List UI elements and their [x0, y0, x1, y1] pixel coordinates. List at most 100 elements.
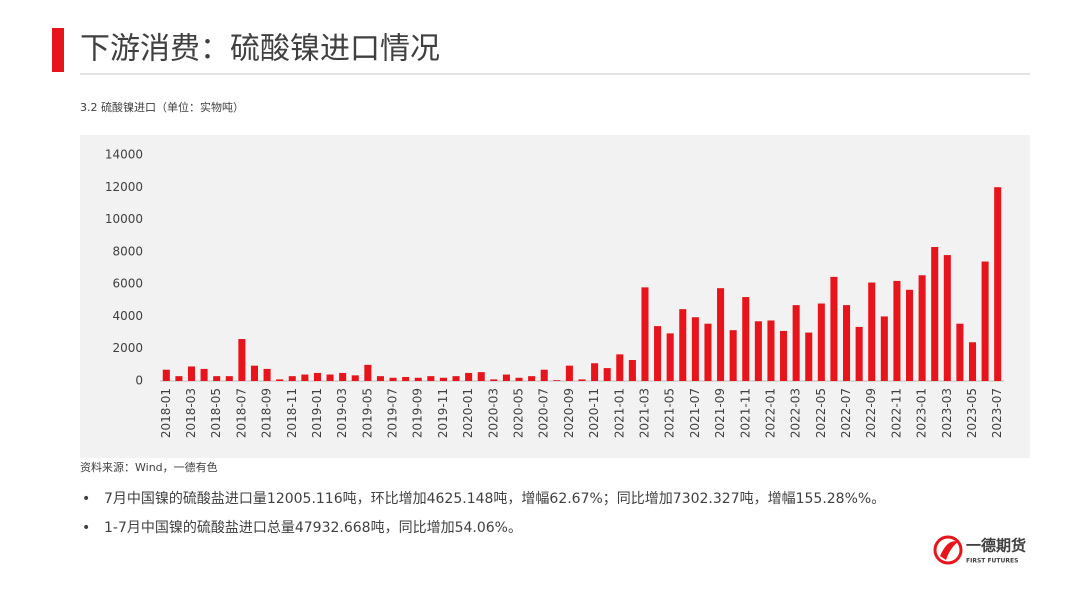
bar	[376, 376, 384, 381]
bar	[792, 305, 800, 381]
bar	[679, 309, 687, 381]
bar	[402, 376, 410, 381]
bar	[187, 366, 196, 381]
source-note: 资料来源：Wind，一德有色	[80, 460, 218, 474]
bar	[603, 368, 611, 381]
bar	[339, 372, 347, 381]
x-tick-label: 2020-01	[461, 388, 475, 438]
logo-icon	[933, 535, 963, 565]
bar	[918, 275, 926, 381]
bar	[515, 377, 523, 381]
bar	[313, 372, 321, 381]
bar	[578, 379, 586, 381]
x-tick-label: 2023-03	[940, 388, 954, 438]
bar	[893, 280, 901, 381]
x-tick-label: 2021-11	[738, 388, 752, 438]
bar	[880, 316, 888, 381]
bar	[767, 320, 775, 381]
bar	[905, 289, 914, 381]
bar	[565, 365, 573, 381]
x-tick-label: 2021-01	[612, 388, 626, 438]
logo-subtitle: FIRST FUTURES	[966, 558, 1018, 565]
bar	[754, 321, 762, 381]
y-tick-label: 14000	[105, 148, 143, 162]
bar	[540, 369, 548, 381]
y-tick-label: 6000	[112, 277, 143, 291]
x-tick-label: 2018-09	[260, 388, 274, 438]
x-tick-label: 2021-09	[713, 388, 727, 438]
x-tick-label: 2019-09	[411, 388, 425, 438]
bar	[616, 354, 624, 381]
y-tick-label: 12000	[105, 180, 143, 194]
bullet-text: 1-7月中国镍的硫酸盐进口总量47932.668吨，同比增加54.06%。	[104, 520, 522, 536]
logo: 一德期货 FIRST FUTURES	[933, 535, 1026, 565]
bar	[717, 288, 725, 381]
bar	[868, 282, 876, 381]
bar	[452, 376, 460, 381]
bar	[843, 305, 851, 381]
x-tick-label: 2020-05	[512, 388, 526, 438]
x-tick-label: 2021-03	[637, 388, 651, 438]
bar	[591, 363, 599, 381]
bar	[427, 376, 435, 381]
x-tick-label: 2022-11	[889, 388, 903, 438]
bar	[780, 330, 788, 381]
bar	[238, 339, 246, 381]
bar	[931, 247, 939, 381]
bullet-text: 7月中国镍的硫酸盐进口量12005.116吨，环比增加4625.148吨，增幅6…	[104, 491, 885, 507]
y-tick-label: 4000	[112, 309, 143, 323]
bar	[704, 323, 712, 381]
bar	[830, 276, 838, 381]
y-tick-label: 2000	[112, 341, 143, 355]
x-tick-label: 2019-11	[436, 388, 450, 438]
logo-name: 一德期货	[966, 537, 1026, 555]
bar	[956, 323, 964, 381]
x-tick-label: 2018-05	[209, 388, 223, 438]
title-accent	[52, 28, 64, 72]
y-tick-label: 10000	[105, 212, 143, 226]
y-tick-label: 0	[135, 374, 143, 388]
bar	[654, 326, 662, 381]
x-tick-label: 2021-07	[688, 388, 702, 438]
x-tick-label: 2022-05	[814, 388, 828, 438]
bar	[805, 332, 813, 381]
bar	[263, 368, 271, 381]
x-tick-label: 2019-07	[386, 388, 400, 438]
bar	[981, 261, 989, 381]
bar	[301, 374, 309, 381]
bar	[691, 317, 699, 381]
bar	[477, 372, 485, 381]
x-tick-label: 2023-07	[990, 388, 1004, 438]
bar	[213, 376, 221, 381]
y-tick-label: 8000	[112, 244, 143, 258]
slide-title: 下游消费：硫酸镍进口情况	[80, 32, 440, 67]
bar	[502, 374, 510, 381]
bar	[943, 255, 951, 381]
x-tick-label: 2018-01	[159, 388, 173, 438]
bullet-dot: •	[82, 520, 90, 536]
x-tick-label: 2018-11	[285, 388, 299, 438]
x-tick-label: 2020-03	[486, 388, 500, 438]
x-tick-label: 2019-05	[360, 388, 374, 438]
bar	[490, 379, 498, 381]
x-tick-label: 2020-09	[562, 388, 576, 438]
bar	[364, 364, 372, 381]
bar	[439, 377, 447, 381]
x-tick-label: 2022-01	[763, 388, 777, 438]
bar	[351, 375, 359, 381]
x-tick-label: 2019-01	[310, 388, 324, 438]
bar	[326, 374, 334, 381]
bar	[553, 380, 561, 381]
x-tick-label: 2018-03	[184, 388, 198, 438]
chart-title: 3.2 硫酸镍进口（单位：实物吨）	[80, 100, 244, 114]
bar	[817, 303, 825, 381]
bar	[968, 342, 977, 381]
x-tick-label: 2023-01	[915, 388, 929, 438]
bar	[666, 333, 674, 381]
bar	[288, 376, 296, 381]
x-tick-label: 2020-11	[587, 388, 601, 438]
bar	[276, 379, 284, 381]
bar	[389, 377, 397, 381]
x-tick-label: 2022-03	[789, 388, 803, 438]
